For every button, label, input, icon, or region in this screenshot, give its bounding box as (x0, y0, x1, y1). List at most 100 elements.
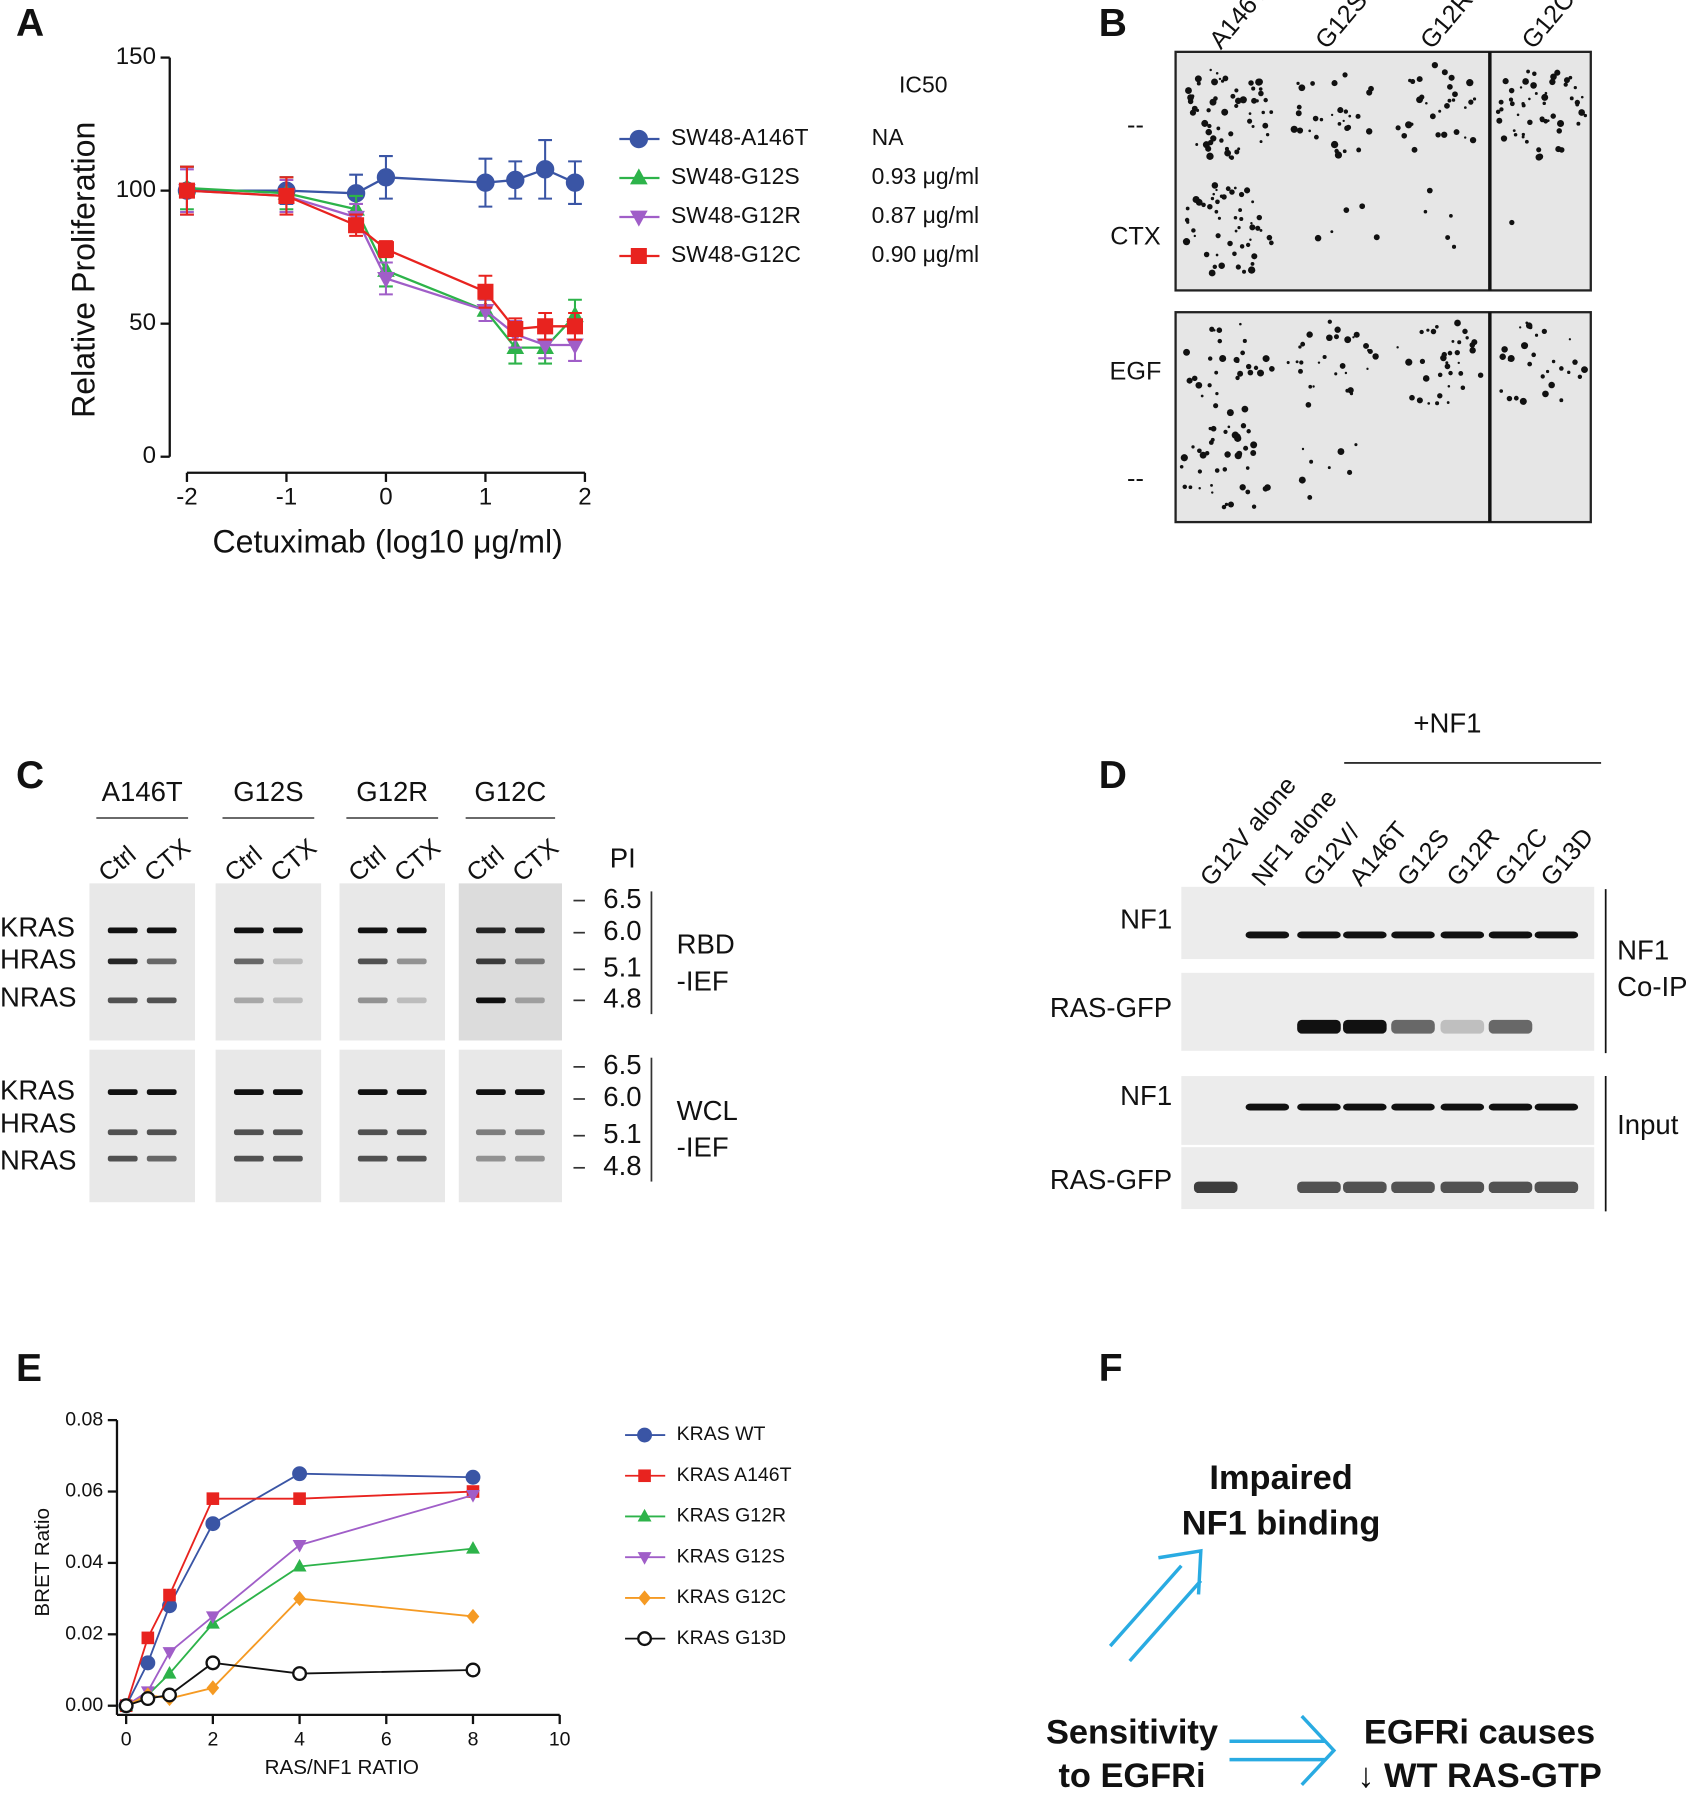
colony (1307, 495, 1313, 500)
band (1297, 1181, 1341, 1194)
colony (1559, 398, 1564, 403)
colony (1317, 361, 1321, 364)
colony (1549, 78, 1556, 86)
colony (1416, 76, 1423, 83)
colony (1452, 91, 1458, 98)
band (146, 1129, 177, 1136)
colony (1468, 99, 1474, 105)
colony (1266, 234, 1273, 241)
marker (638, 1469, 651, 1483)
colony (1228, 131, 1234, 137)
colony (1234, 452, 1242, 460)
colony (1347, 387, 1354, 394)
colony (1429, 113, 1436, 120)
colony (1298, 84, 1306, 92)
colony (1212, 192, 1215, 196)
arrow (1108, 1548, 1203, 1663)
colony (1408, 78, 1412, 83)
colony (1269, 240, 1274, 246)
colony (1186, 377, 1193, 384)
panel-letter: E (16, 1347, 42, 1390)
blot (215, 883, 322, 1041)
colony (1342, 119, 1345, 123)
pi-mark: 5.1 (603, 952, 641, 983)
colony (1543, 118, 1549, 124)
series: KRAS WT (118, 1423, 766, 1714)
colony (1568, 338, 1572, 341)
colony (1220, 79, 1225, 83)
marker (377, 241, 394, 258)
colony (1308, 384, 1313, 389)
lane-label: Ctrl (220, 841, 268, 888)
colony (1295, 360, 1299, 364)
marker (466, 1541, 480, 1554)
colony (1210, 135, 1217, 142)
band (1534, 931, 1579, 939)
colony (1330, 230, 1334, 234)
band (233, 1129, 264, 1136)
colony (1263, 97, 1268, 103)
band (107, 997, 138, 1004)
colony (1559, 366, 1564, 371)
row-label: NF1 (1120, 903, 1172, 934)
colony (1227, 501, 1234, 508)
colony (1401, 132, 1408, 139)
marker (140, 1691, 156, 1707)
colony (1269, 366, 1275, 372)
colony (1519, 86, 1523, 89)
colony (1451, 98, 1456, 102)
colony (1372, 353, 1379, 360)
colony (1296, 104, 1302, 110)
x-tick-label: 10 (549, 1728, 571, 1750)
x-tick-label: 0 (121, 1728, 132, 1750)
band (1391, 1019, 1435, 1034)
diagram-text: Sensitivity (1046, 1713, 1218, 1751)
colony (1255, 99, 1259, 103)
colony (1253, 365, 1259, 371)
diagram-text: NF1 binding (1182, 1505, 1381, 1543)
colony (1410, 122, 1414, 126)
marker (637, 1427, 653, 1443)
band (146, 997, 177, 1004)
colony (1576, 121, 1581, 126)
legend-label: KRAS G12R (677, 1505, 786, 1527)
band (514, 1155, 545, 1162)
row-label: -- (1127, 464, 1144, 492)
band (1391, 1103, 1435, 1111)
colony (1327, 319, 1332, 324)
legend-label: KRAS G12S (677, 1545, 785, 1567)
colony (1239, 322, 1242, 326)
band (475, 1129, 506, 1136)
band (396, 927, 427, 934)
band (396, 1155, 427, 1162)
colony (1244, 187, 1251, 194)
blot (1181, 886, 1595, 960)
colony (1471, 339, 1478, 346)
colony (1435, 132, 1441, 138)
diagram-text: EGFRi causes (1364, 1713, 1595, 1751)
colony (1508, 87, 1515, 94)
x-tick-label: 6 (381, 1728, 392, 1750)
colony (1508, 97, 1514, 102)
blot-label: RBD (677, 929, 735, 960)
colony (1298, 476, 1306, 484)
colony (1223, 429, 1228, 435)
colony (1251, 97, 1257, 104)
colony (1305, 401, 1312, 408)
colony (1195, 143, 1199, 146)
colony (1209, 68, 1212, 72)
colony (1296, 127, 1304, 134)
chart: 0.00 0.02 0.04 0.06 0.08 0 2 4 6 8 10 BRET Ratio RAS… (31, 1408, 792, 1779)
colony (1248, 80, 1254, 86)
band (107, 958, 138, 965)
colony (1539, 116, 1545, 122)
colony (1226, 409, 1234, 417)
colony (1419, 329, 1424, 335)
colony (1207, 356, 1213, 361)
colony (1530, 82, 1537, 89)
colony (1348, 114, 1352, 118)
marker (637, 1552, 652, 1565)
band (107, 1129, 138, 1136)
legend-label: KRAS A146T (677, 1464, 792, 1486)
colony (1395, 125, 1401, 131)
